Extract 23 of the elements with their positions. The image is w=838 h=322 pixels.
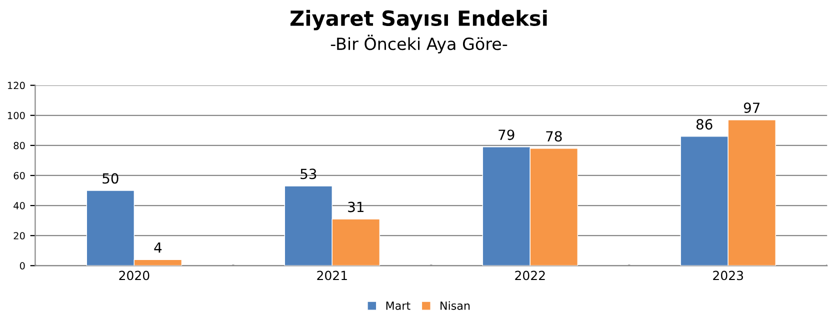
data-label: 78 — [546, 131, 562, 142]
legend-label: Mart — [386, 302, 410, 310]
y-tick-label: 80 — [14, 142, 25, 150]
y-tick-label: 60 — [14, 172, 25, 180]
x-tick-label: 2020 — [119, 270, 150, 280]
y-tick-label: 40 — [14, 202, 25, 210]
data-label: 86 — [696, 119, 712, 130]
data-label: 4 — [154, 242, 162, 253]
y-tick-label: 100 — [8, 112, 25, 120]
y-tick-label: 120 — [8, 82, 25, 90]
y-tick-label: 20 — [14, 232, 25, 240]
data-label: 97 — [744, 102, 760, 114]
y-tick-label: 0 — [20, 262, 25, 270]
x-tick-label: 2021 — [317, 270, 347, 280]
data-label: 79 — [498, 130, 514, 140]
legend-label: Nisan — [440, 301, 470, 310]
x-tick-label: 2022 — [515, 270, 545, 280]
data-label: 50 — [102, 173, 118, 184]
data-label: 31 — [348, 202, 364, 212]
x-tick-label: 2023 — [713, 270, 744, 280]
data-label: 53 — [300, 168, 316, 180]
chart-title: Ziyaret Sayısı Endeksi — [290, 10, 547, 30]
chart-subtitle: -Bir Önceki Aya Göre- — [330, 34, 508, 54]
